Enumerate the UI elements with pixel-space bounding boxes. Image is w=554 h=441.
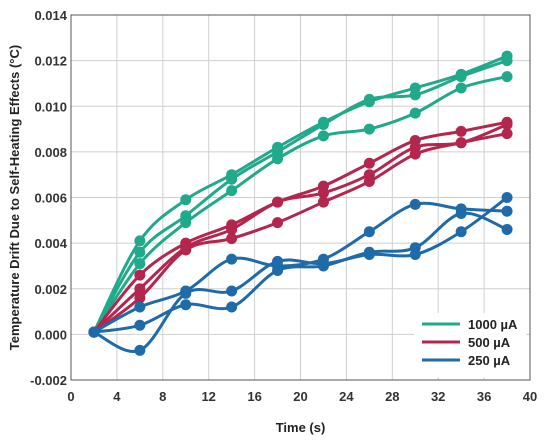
- data-point: [501, 128, 513, 140]
- data-point: [134, 235, 146, 247]
- data-point: [226, 173, 238, 185]
- series-line: [92, 59, 509, 334]
- data-point: [455, 82, 467, 94]
- series-line: [92, 123, 509, 334]
- x-tick-label: 4: [113, 389, 121, 404]
- data-point: [501, 223, 513, 235]
- data-point: [317, 119, 329, 130]
- data-point: [134, 301, 146, 313]
- legend-label: 1000 µA: [468, 317, 518, 332]
- x-tick-labels: 0 4 8 12 16 20 24 28 32 36 40: [67, 389, 537, 404]
- data-point: [317, 258, 329, 270]
- data-point: [409, 89, 421, 101]
- series-line: [92, 75, 509, 334]
- x-tick-label: 16: [247, 389, 261, 404]
- data-point: [363, 226, 375, 238]
- plot-frame: [70, 14, 531, 381]
- data-point: [455, 137, 467, 149]
- data-point: [455, 207, 467, 219]
- y-tick-label: -0.002: [30, 373, 67, 388]
- data-point: [226, 185, 238, 197]
- data-point: [134, 269, 146, 281]
- data-point: [363, 123, 375, 135]
- data-point: [272, 265, 284, 276]
- y-axis-title: Temperature Drift Due to Self-Heating Ef…: [7, 45, 22, 350]
- data-point: [317, 196, 329, 208]
- series-line: [92, 54, 509, 334]
- data-point: [134, 246, 146, 258]
- y-tick-label: 0.008: [34, 145, 67, 160]
- series-line: [92, 201, 509, 334]
- data-point: [226, 285, 238, 297]
- legend-label: 250 µA: [468, 353, 511, 368]
- data-point: [363, 249, 375, 261]
- data-point: [226, 301, 238, 313]
- data-point: [180, 217, 192, 229]
- data-point: [501, 119, 513, 130]
- data-point: [226, 223, 238, 235]
- series-3: [88, 71, 513, 338]
- data-point: [180, 244, 192, 256]
- x-tick-label: 8: [159, 389, 166, 404]
- x-tick-label: 12: [201, 389, 215, 404]
- data-point: [363, 157, 375, 169]
- data-point: [409, 249, 421, 261]
- legend-label: 500 µA: [468, 335, 511, 350]
- data-point: [501, 55, 513, 67]
- data-point: [88, 326, 100, 338]
- data-point: [272, 153, 284, 165]
- data-point: [134, 283, 146, 295]
- data-point: [226, 253, 238, 265]
- data-point: [180, 287, 192, 299]
- data-point: [226, 233, 238, 245]
- series-9: [88, 192, 513, 356]
- data-point: [180, 194, 192, 206]
- data-point: [501, 192, 513, 203]
- x-tick-label: 28: [385, 389, 399, 404]
- x-tick-label: 0: [67, 389, 74, 404]
- series-line: [92, 211, 509, 334]
- y-tick-label: 0.006: [34, 191, 67, 206]
- y-tick-labels: -0.002 0.000 0.002 0.004 0.006 0.008 0.010 0.01…: [30, 8, 68, 388]
- data-point: [455, 125, 467, 137]
- y-tick-label: 0.014: [34, 8, 67, 23]
- data-point: [180, 299, 192, 311]
- series-layer: [88, 50, 513, 356]
- y-tick-label: 0.000: [34, 327, 67, 342]
- series-line: [92, 132, 509, 334]
- x-tick-label: 32: [431, 389, 445, 404]
- data-point: [134, 344, 146, 356]
- x-tick-label: 20: [293, 389, 307, 404]
- data-point: [134, 292, 146, 304]
- data-point: [501, 71, 513, 83]
- x-axis-title: Time (s): [276, 420, 326, 435]
- data-point: [409, 148, 421, 160]
- y-tick-label: 0.012: [34, 54, 67, 69]
- data-point: [455, 71, 467, 83]
- data-point: [501, 205, 513, 217]
- x-tick-label: 36: [477, 389, 491, 404]
- x-tick-label: 40: [523, 389, 537, 404]
- series-line: [92, 196, 509, 354]
- data-point: [317, 130, 329, 142]
- data-point: [317, 187, 329, 199]
- y-tick-label: 0.010: [34, 99, 67, 114]
- series-line: [92, 120, 509, 334]
- x-tick-label: 24: [339, 389, 354, 404]
- data-point: [363, 93, 375, 105]
- data-point: [134, 258, 146, 270]
- data-point: [409, 107, 421, 119]
- y-tick-label: 0.002: [34, 282, 67, 297]
- data-point: [272, 255, 284, 267]
- data-point: [455, 226, 467, 238]
- data-point: [272, 196, 284, 208]
- data-point: [272, 217, 284, 229]
- data-point: [409, 198, 421, 210]
- data-point: [134, 319, 146, 331]
- legend: 1000 µA 500 µA 250 µA: [414, 313, 526, 377]
- y-tick-label: 0.004: [34, 236, 67, 251]
- data-point: [363, 176, 375, 188]
